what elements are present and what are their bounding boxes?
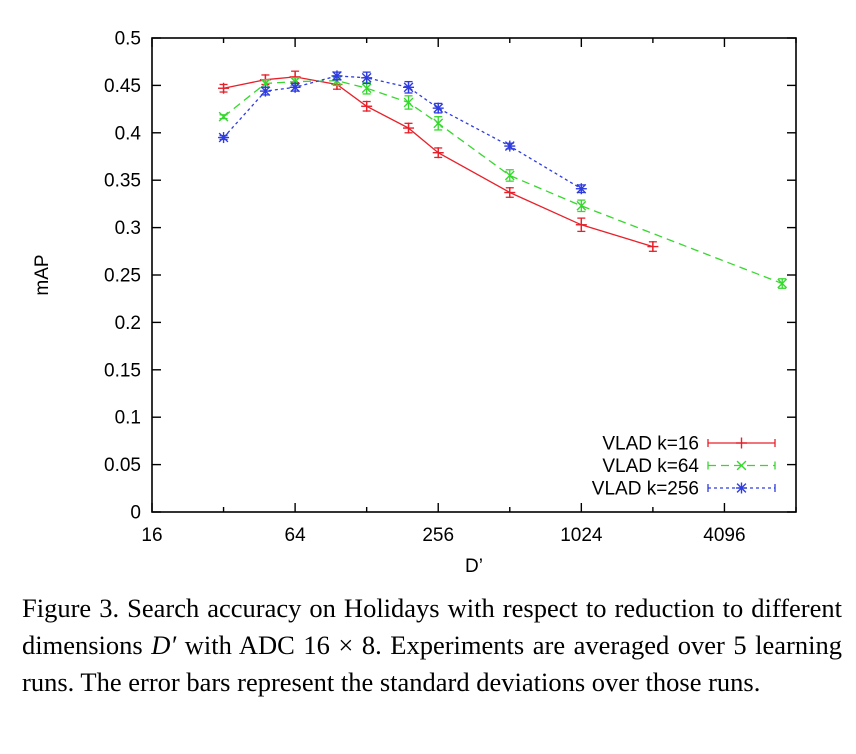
data-point: [432, 102, 444, 114]
data-point: [777, 278, 788, 289]
data-point: [218, 132, 230, 144]
x-tick-label: 1024: [560, 525, 603, 546]
x-tick-label: 4096: [703, 525, 745, 546]
data-point: [289, 81, 301, 93]
x-tick-label: 64: [285, 525, 307, 546]
series-1: [218, 70, 659, 253]
legend-error-caps: [707, 484, 776, 492]
series-3: [218, 70, 587, 195]
series-line: [223, 75, 582, 190]
data-point: [575, 219, 587, 231]
y-tick-label: 0.45: [104, 76, 141, 97]
legend-entry: VLAD k=64: [602, 456, 776, 477]
y-tick-label: 0: [130, 503, 141, 524]
data-point: [361, 72, 373, 84]
legend-marker: [736, 460, 747, 471]
series-layer: [218, 70, 788, 289]
legend-label: VLAD k=16: [602, 434, 699, 455]
data-point: [504, 140, 516, 152]
y-tick-label: 0.1: [115, 408, 141, 429]
legend-entry: VLAD k=16: [602, 434, 776, 455]
y-tick-label: 0.15: [104, 360, 141, 381]
data-point: [361, 83, 372, 94]
y-axis-label: mAP: [32, 254, 53, 295]
y-tick-label: 0.5: [115, 29, 141, 50]
series-line: [223, 80, 783, 285]
data-point: [260, 78, 271, 89]
data-point: [432, 147, 444, 159]
legend-error-caps: [707, 461, 776, 470]
data-point: [575, 183, 587, 195]
data-point: [403, 81, 415, 93]
y-tick-label: 0.35: [104, 171, 141, 192]
legend-marker: [736, 482, 747, 494]
y-tick-label: 0.05: [104, 455, 141, 476]
data-point: [403, 122, 415, 134]
y-tick-label: 0.25: [104, 266, 141, 287]
legend-label: VLAD k=64: [602, 456, 699, 477]
line-chart: 0 0.05 0.1 0.15 0.2 0.25 0.3 0.35 0.4 0.45 0.5 16 6…: [32, 29, 797, 577]
x-tick-label: 256: [422, 525, 454, 546]
y-tick-label: 0.4: [115, 123, 142, 144]
series-2: [218, 75, 788, 289]
data-point: [504, 187, 516, 199]
data-point: [361, 100, 373, 112]
data-point: [647, 241, 659, 253]
data-point: [259, 85, 271, 97]
data-point: [576, 200, 587, 211]
series-line: [223, 76, 654, 248]
data-point: [504, 170, 515, 181]
x-tick-label: 16: [141, 525, 162, 546]
legend-error-caps: [707, 439, 776, 447]
legend-entry: VLAD k=256: [592, 479, 776, 500]
legend-marker: [736, 437, 747, 449]
data-point: [331, 70, 343, 82]
caption-math: D′: [151, 630, 177, 660]
data-point: [218, 82, 230, 94]
figure-caption: Figure 3. Search accuracy on Holidays wi…: [22, 590, 842, 701]
y-tick-label: 0.3: [115, 218, 141, 239]
x-axis-ticks: 16 64 256 1024 4096: [141, 38, 797, 546]
caption-text: with ADC 16 × 8. Experiments are average…: [22, 630, 849, 697]
caption-text: Figure 3. Search accuracy on Holidays wi…: [22, 593, 849, 660]
data-point: [403, 97, 414, 108]
data-point: [433, 118, 444, 129]
y-axis-ticks: 0 0.05 0.1 0.15 0.2 0.25 0.3 0.35 0.4 0.45 0.5: [104, 29, 796, 524]
y-tick-label: 0.2: [115, 313, 141, 334]
data-point: [218, 111, 229, 122]
legend-label: VLAD k=256: [592, 479, 699, 500]
x-axis-label: D’: [465, 556, 483, 577]
